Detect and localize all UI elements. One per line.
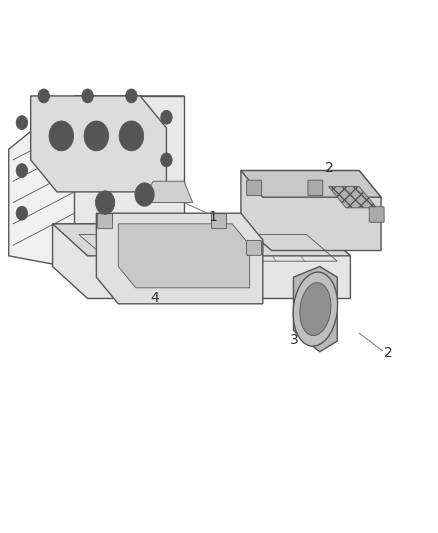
Polygon shape (241, 171, 381, 251)
Circle shape (16, 116, 28, 130)
Text: 3: 3 (290, 333, 299, 347)
Circle shape (99, 195, 111, 210)
Circle shape (119, 121, 144, 151)
Text: 2: 2 (325, 161, 334, 175)
Circle shape (161, 153, 172, 167)
Circle shape (88, 126, 104, 146)
Circle shape (124, 126, 139, 146)
Circle shape (138, 187, 151, 202)
Polygon shape (31, 96, 166, 192)
Circle shape (16, 164, 28, 177)
Polygon shape (74, 96, 184, 224)
Circle shape (135, 183, 154, 206)
Text: 1: 1 (208, 210, 217, 224)
Circle shape (126, 89, 137, 103)
FancyBboxPatch shape (212, 214, 226, 229)
Polygon shape (53, 224, 350, 298)
FancyBboxPatch shape (98, 214, 113, 229)
Ellipse shape (300, 282, 331, 336)
Polygon shape (118, 224, 250, 288)
Polygon shape (328, 187, 377, 208)
Polygon shape (53, 224, 350, 256)
Ellipse shape (293, 272, 338, 346)
Circle shape (16, 206, 28, 220)
Circle shape (161, 110, 172, 124)
Text: 2: 2 (384, 346, 393, 360)
FancyBboxPatch shape (369, 207, 384, 222)
Circle shape (53, 126, 69, 146)
FancyBboxPatch shape (308, 180, 323, 196)
Text: 4: 4 (150, 292, 159, 305)
Polygon shape (140, 181, 193, 203)
Circle shape (84, 121, 109, 151)
Polygon shape (293, 266, 337, 352)
Circle shape (82, 89, 93, 103)
Circle shape (49, 121, 74, 151)
Polygon shape (241, 171, 381, 197)
Circle shape (95, 191, 115, 214)
Polygon shape (96, 213, 263, 304)
Circle shape (38, 89, 49, 103)
FancyBboxPatch shape (247, 180, 261, 196)
Polygon shape (9, 96, 184, 277)
FancyBboxPatch shape (247, 240, 261, 255)
